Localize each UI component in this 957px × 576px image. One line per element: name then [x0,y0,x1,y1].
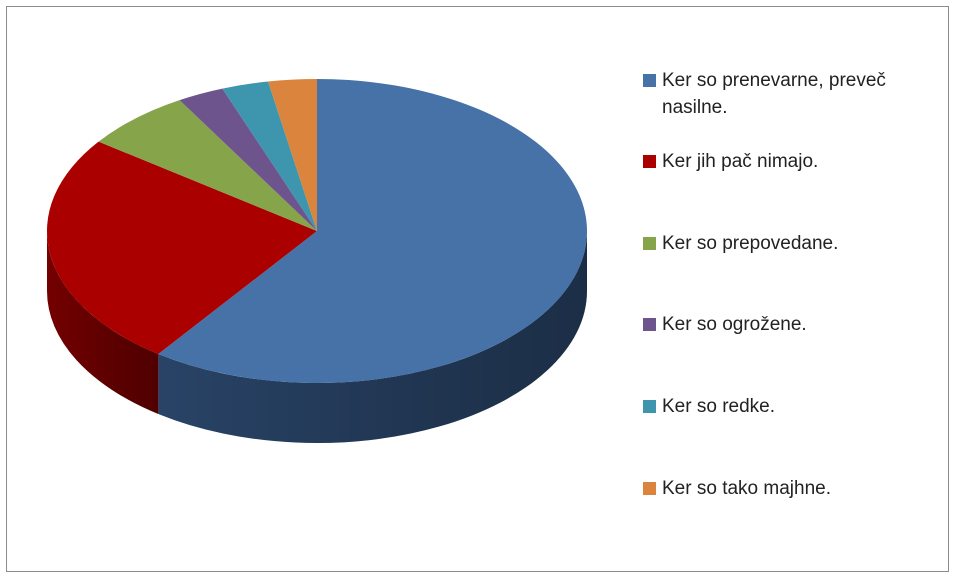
legend-swatch [643,318,656,331]
legend-swatch [643,482,656,495]
legend-label: Ker so redke. [662,396,775,417]
legend-label: Ker so ogrožene. [662,314,807,335]
pie-sides [47,231,588,443]
legend-item: Ker so redke. [643,393,953,420]
legend-item: Ker jih pač nimajo. [643,148,953,175]
pie-chart [46,79,588,443]
legend-item: Ker so prepovedane. [643,230,953,257]
pie-slice [158,79,588,383]
legend-swatch [643,155,656,168]
legend-item: Ker so prenevarne, preveč nasilne. [643,67,953,121]
pie-slice-side-shade [158,231,588,443]
legend-label: Ker so tako majhne. [662,478,831,499]
legend-label: Ker jih pač nimajo. [662,151,819,172]
pie-slice [46,141,317,354]
pie-slice [98,100,317,232]
legend-label: Ker so prepovedane. [662,233,839,254]
pie-slice [268,79,317,231]
legend-item: Ker so tako majhne. [643,475,953,502]
legend-swatch [643,237,656,250]
pie-tops [46,79,588,383]
pie-slice [222,81,317,231]
legend-label: Ker so prenevarne, preveč nasilne. [662,70,886,118]
chart-area: Ker so prenevarne, preveč nasilne. Ker j… [6,6,949,572]
pie-slice-side-shade [47,231,159,414]
legend-swatch [643,74,656,87]
legend-item: Ker so ogrožene. [643,311,953,338]
pie-slice [179,88,317,232]
legend-swatch [643,400,656,413]
